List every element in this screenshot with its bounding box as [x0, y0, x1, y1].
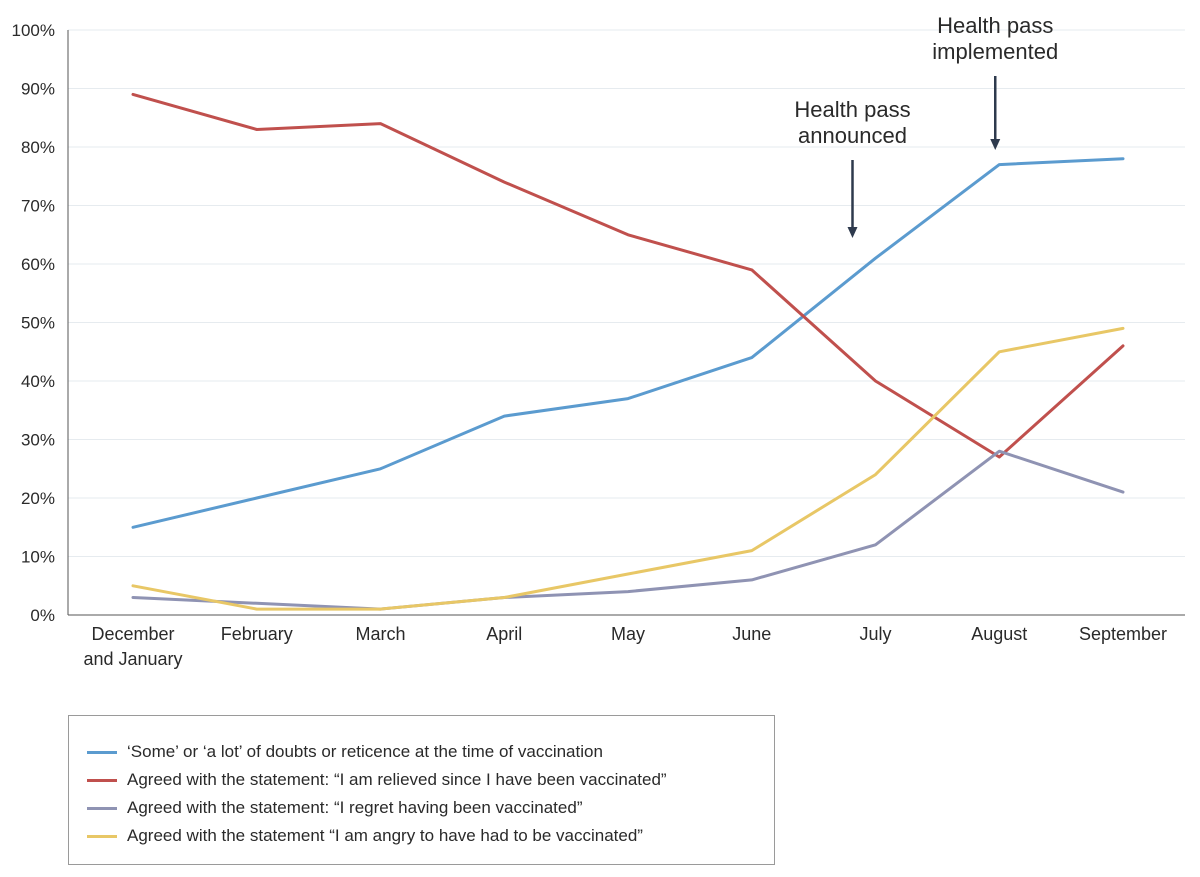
legend-item: Agreed with the statement: “I regret hav… — [87, 794, 774, 822]
x-tick-label: December and January — [83, 624, 182, 669]
legend-swatch — [87, 806, 117, 810]
annotation-arrowhead — [990, 139, 1001, 150]
series-lines — [131, 92, 1125, 611]
y-tick-label: 20% — [21, 489, 55, 508]
gridlines — [68, 29, 1185, 557]
legend-swatch — [87, 750, 117, 754]
legend-list: ‘Some’ or ‘a lot’ of doubts or reticence… — [69, 716, 774, 850]
legend: ‘Some’ or ‘a lot’ of doubts or reticence… — [68, 715, 775, 865]
legend-item: Agreed with the statement “I am angry to… — [87, 822, 774, 850]
y-tick-label: 70% — [21, 197, 55, 216]
axes — [67, 30, 1185, 616]
x-tick-label: July — [859, 624, 891, 644]
series-line-1 — [131, 157, 1125, 529]
line-chart: 0% 10% 20% 30% 40% 50% 60% 70% 80% 90% 100% Decemb… — [12, 13, 1185, 669]
x-tick-label: August — [971, 624, 1027, 644]
legend-swatch — [87, 834, 117, 838]
x-tick-label: April — [486, 624, 522, 644]
y-tick-label: 80% — [21, 138, 55, 157]
y-tick-label: 40% — [21, 372, 55, 391]
annotation-label: Health pass implemented — [932, 13, 1058, 64]
y-tick-label: 100% — [12, 21, 55, 40]
legend-label: Agreed with the statement: “I am relieve… — [127, 770, 667, 789]
annotation-label: Health pass announced — [794, 97, 910, 148]
annotations: Health pass announced Health pass implement… — [794, 13, 1058, 238]
y-tick-label: 30% — [21, 431, 55, 450]
series-line-4 — [131, 326, 1125, 611]
y-tick-label: 0% — [30, 606, 55, 625]
x-tick-label: March — [355, 624, 405, 644]
y-tick-label: 50% — [21, 314, 55, 333]
x-tick-label: May — [611, 624, 645, 644]
legend-swatch — [87, 778, 117, 782]
x-tick-label: September — [1079, 624, 1167, 644]
y-tick-label: 60% — [21, 255, 55, 274]
legend-label: ‘Some’ or ‘a lot’ of doubts or reticence… — [127, 742, 603, 761]
x-tick-labels: December and January February March April May… — [83, 624, 1167, 669]
y-tick-labels: 0% 10% 20% 30% 40% 50% 60% 70% 80% 90% 100% — [12, 21, 55, 625]
x-tick-label: June — [732, 624, 771, 644]
series-line-3 — [131, 449, 1125, 611]
y-tick-label: 90% — [21, 80, 55, 99]
annotation-arrowhead — [847, 227, 858, 238]
series-line-2 — [131, 92, 1125, 459]
legend-label: Agreed with the statement “I am angry to… — [127, 826, 643, 845]
legend-item: Agreed with the statement: “I am relieve… — [87, 766, 774, 794]
x-tick-label: February — [221, 624, 293, 644]
legend-label: Agreed with the statement: “I regret hav… — [127, 798, 583, 817]
legend-item: ‘Some’ or ‘a lot’ of doubts or reticence… — [87, 738, 774, 766]
y-tick-label: 10% — [21, 548, 55, 567]
